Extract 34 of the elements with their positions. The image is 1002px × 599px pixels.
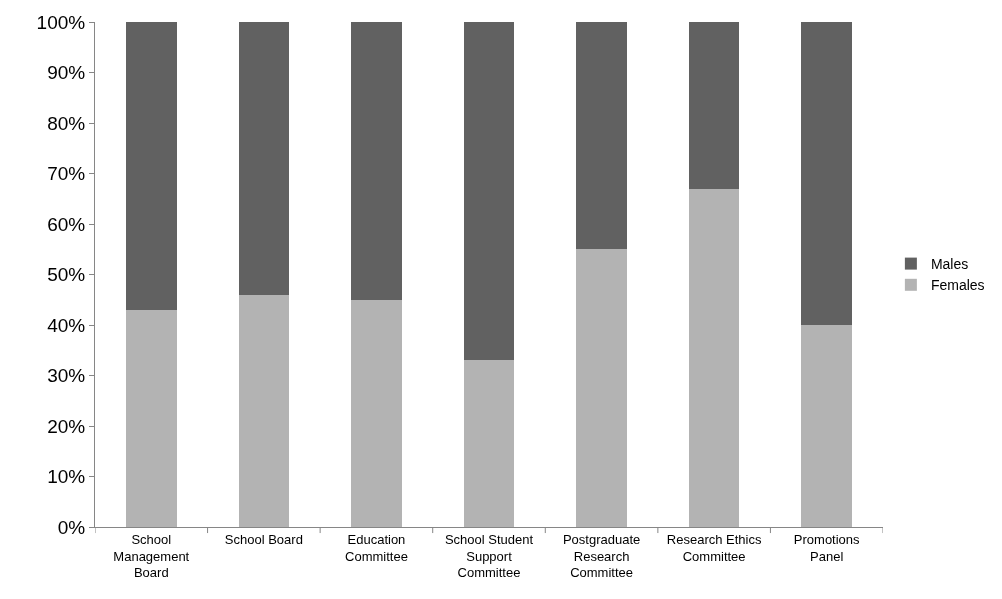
x-tick-label: School Board (224, 531, 303, 547)
x-tick-label: School Management Board (113, 531, 190, 581)
bar (238, 294, 290, 527)
x-tick-label: Research Ethics Committee (666, 531, 762, 564)
bar (125, 309, 177, 527)
bar (463, 360, 515, 527)
legend-label: Females (930, 277, 985, 294)
y-tick-label: 10% (47, 466, 86, 488)
legend-label: Males (930, 256, 969, 273)
bar (125, 22, 177, 310)
y-tick-label: 80% (47, 112, 86, 134)
y-tick-label: 20% (47, 415, 86, 437)
y-tick-label: 0% (57, 516, 86, 538)
bar (463, 22, 515, 361)
x-tick-label: School Student Support Committee (444, 531, 534, 581)
x-tick-label: Promotions Panel (793, 531, 861, 564)
y-tick-label: 100% (36, 11, 86, 33)
y-tick-label: 90% (47, 62, 86, 84)
bar (576, 22, 627, 250)
bar (801, 22, 853, 325)
bar (351, 299, 402, 527)
y-tick-label: 60% (47, 213, 86, 235)
bar (688, 22, 740, 189)
bar (238, 22, 290, 295)
bar (688, 188, 740, 527)
y-tick-label: 50% (47, 264, 86, 286)
x-tick-label: Postgraduate Research Committee (562, 531, 641, 581)
y-tick-label: 40% (47, 314, 86, 336)
x-tick-label: Education Committee (345, 531, 408, 564)
y-tick-label: 30% (47, 365, 86, 387)
y-tick-label: 70% (47, 163, 86, 185)
bar (801, 325, 853, 527)
bar (351, 22, 402, 300)
bar (576, 249, 627, 527)
